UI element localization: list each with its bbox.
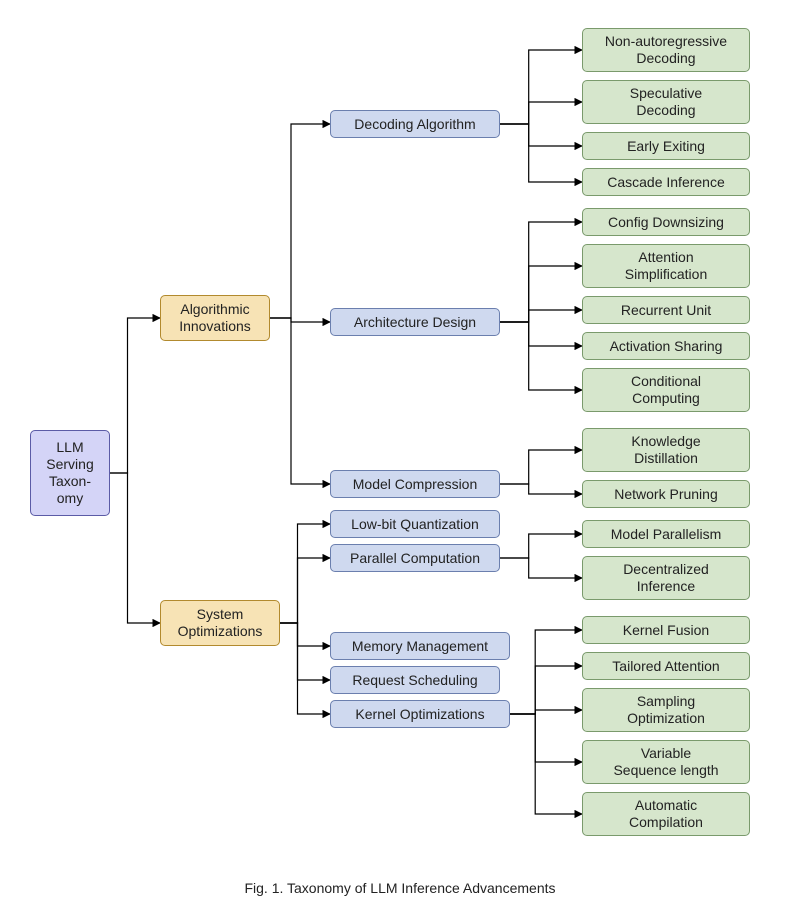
edge-decoding-early [500, 124, 582, 146]
node-autoc: AutomaticCompilation [582, 792, 750, 836]
edge-root-sys [110, 473, 160, 623]
edge-root-algo [110, 318, 160, 473]
node-root: LLM Serving Taxon-omy [30, 430, 110, 516]
edge-algo-arch [270, 318, 330, 322]
node-sched: Request Scheduling [330, 666, 500, 694]
edge-compress-prune [500, 484, 582, 494]
node-samp: SamplingOptimization [582, 688, 750, 732]
node-spec: SpeculativeDecoding [582, 80, 750, 124]
edge-decoding-nar [500, 50, 582, 124]
node-sys: SystemOptimizations [160, 600, 280, 646]
edge-algo-decoding [270, 124, 330, 318]
node-compress: Model Compression [330, 470, 500, 498]
node-nar: Non-autoregressiveDecoding [582, 28, 750, 72]
edge-parallel-decen [500, 558, 582, 578]
edge-kernel-autoc [510, 714, 582, 814]
node-tattn: Tailored Attention [582, 652, 750, 680]
node-prune: Network Pruning [582, 480, 750, 508]
edge-kernel-varlen [510, 714, 582, 762]
edge-sys-quant [280, 524, 330, 623]
node-arch: Architecture Design [330, 308, 500, 336]
node-kfuse: Kernel Fusion [582, 616, 750, 644]
node-varlen: VariableSequence length [582, 740, 750, 784]
node-memory: Memory Management [330, 632, 510, 660]
edge-sys-sched [280, 623, 330, 680]
node-act: Activation Sharing [582, 332, 750, 360]
edge-arch-recur [500, 310, 582, 322]
edge-kernel-samp [510, 710, 582, 714]
diagram-stage: LLM Serving Taxon-omy AlgorithmicInnovati… [0, 0, 800, 919]
node-quant: Low-bit Quantization [330, 510, 500, 538]
edge-arch-config [500, 222, 582, 322]
edge-decoding-spec [500, 102, 582, 124]
node-cond: ConditionalComputing [582, 368, 750, 412]
node-cascade: Cascade Inference [582, 168, 750, 196]
node-decoding: Decoding Algorithm [330, 110, 500, 138]
edge-compress-kd [500, 450, 582, 484]
node-attn: AttentionSimplification [582, 244, 750, 288]
node-early: Early Exiting [582, 132, 750, 160]
node-decen: DecentralizedInference [582, 556, 750, 600]
edge-algo-compress [270, 318, 330, 484]
node-parallel: Parallel Computation [330, 544, 500, 572]
node-algo: AlgorithmicInnovations [160, 295, 270, 341]
edge-arch-cond [500, 322, 582, 390]
edge-sys-memory [280, 623, 330, 646]
edge-sys-parallel [280, 558, 330, 623]
edge-sys-kernel [280, 623, 330, 714]
figure-caption: Fig. 1. Taxonomy of LLM Inference Advanc… [0, 880, 800, 896]
node-recur: Recurrent Unit [582, 296, 750, 324]
edge-kernel-tattn [510, 666, 582, 714]
edge-decoding-cascade [500, 124, 582, 182]
node-config: Config Downsizing [582, 208, 750, 236]
node-kernel: Kernel Optimizations [330, 700, 510, 728]
node-kd: KnowledgeDistillation [582, 428, 750, 472]
node-mp: Model Parallelism [582, 520, 750, 548]
edge-arch-attn [500, 266, 582, 322]
edge-arch-act [500, 322, 582, 346]
edge-parallel-mp [500, 534, 582, 558]
edge-kernel-kfuse [510, 630, 582, 714]
